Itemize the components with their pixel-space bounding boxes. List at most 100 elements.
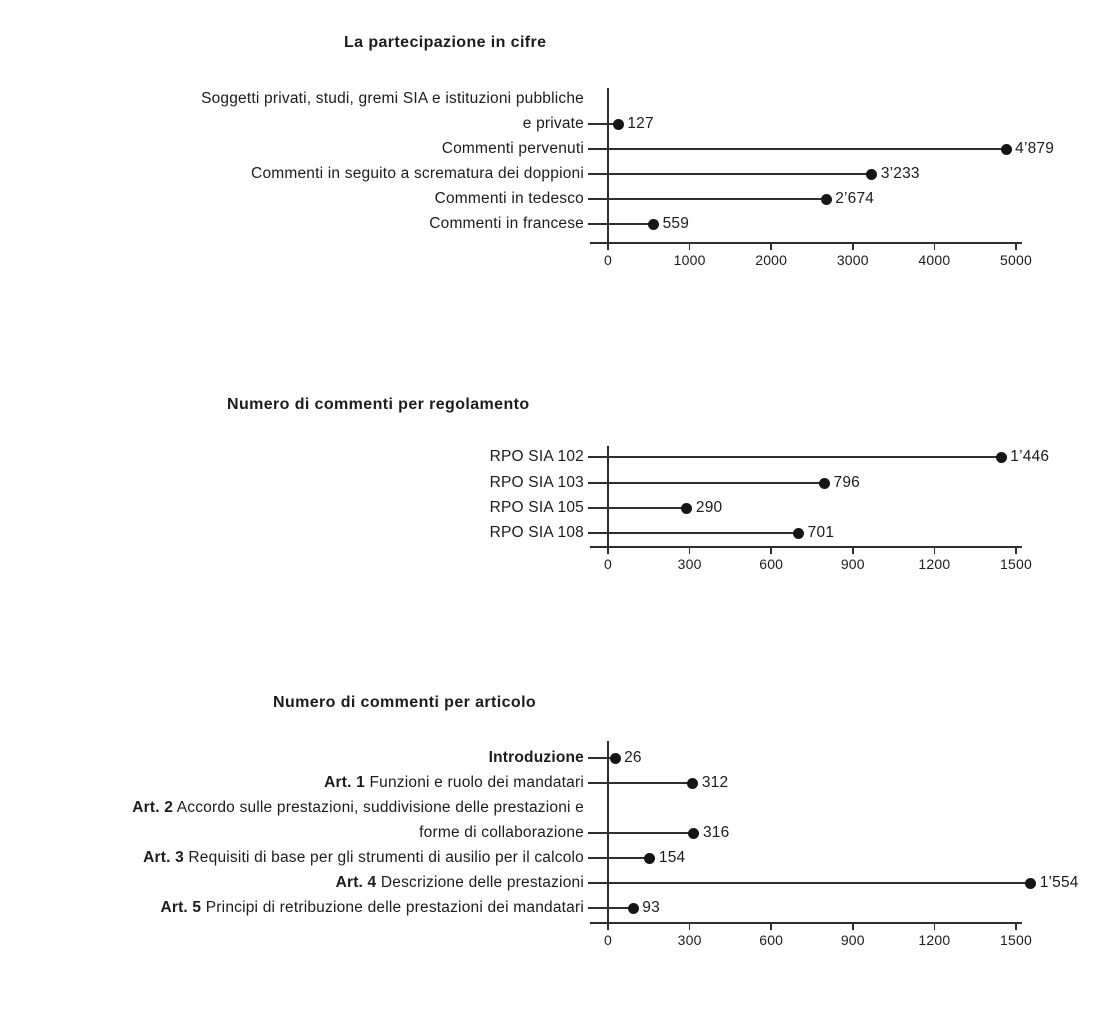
leader-line — [588, 456, 1002, 458]
category-label-text: RPO SIA 103 — [489, 474, 584, 491]
data-point-dot — [995, 451, 1007, 463]
axis-tick — [933, 923, 936, 930]
x-axis-line — [590, 242, 1022, 244]
axis-tick-label: 0 — [604, 252, 612, 268]
leader-line — [588, 832, 694, 834]
axis-tick — [607, 923, 609, 930]
category-label-text: RPO SIA 105 — [489, 499, 584, 516]
data-point-dot — [819, 477, 830, 489]
category-label-text: Art. 2 — [132, 799, 174, 816]
category-label-text: Requisiti di base per gli strumenti di a… — [183, 849, 584, 866]
value-label: 796 — [833, 474, 860, 491]
value-label: 26 — [624, 749, 642, 766]
data-point-dot — [644, 852, 656, 864]
category-label-text: Art. 5 — [160, 899, 202, 916]
data-point-dot — [648, 218, 660, 230]
value-label: 312 — [701, 774, 729, 791]
chart-title: Numero di commenti per regolamento — [227, 396, 530, 413]
axis-tick — [1015, 923, 1017, 930]
axis-tick-label: 5000 — [1000, 252, 1032, 268]
category-label-text: Principi di retribuzione delle prestazio… — [201, 899, 584, 916]
category-label: Art. 4 Descrizione delle prestazioni — [20, 871, 584, 895]
axis-tick-label: 300 — [677, 556, 702, 572]
category-label-text: forme di collaborazione — [419, 824, 584, 841]
category-label-text: e private — [522, 115, 584, 132]
axis-tick — [933, 547, 936, 554]
category-label-text: RPO SIA 108 — [489, 524, 584, 541]
value-label: 701 — [807, 524, 835, 541]
category-label: RPO SIA 103 — [20, 471, 584, 495]
leader-line — [588, 148, 1007, 150]
category-label: Commenti in seguito a scrematura dei dop… — [20, 162, 584, 186]
axis-tick — [852, 243, 854, 250]
leader-line — [588, 532, 799, 534]
x-axis-line — [590, 922, 1022, 924]
category-label: Commenti in tedesco — [20, 187, 584, 211]
data-point-dot — [609, 752, 621, 764]
category-label-text: Soggetti privati, studi, gremi SIA e ist… — [201, 90, 584, 107]
axis-tick — [770, 243, 772, 250]
value-label: 1’554 — [1039, 874, 1079, 891]
axis-tick — [607, 243, 609, 250]
axis-tick-label: 900 — [840, 932, 865, 948]
data-point-dot — [1025, 877, 1037, 889]
axis-tick — [688, 547, 691, 554]
category-label: Commenti pervenuti — [20, 137, 584, 161]
category-label-text: Introduzione — [488, 749, 584, 766]
leader-line — [588, 198, 827, 200]
value-label: 3’233 — [880, 165, 920, 182]
value-label: 559 — [662, 215, 690, 232]
axis-tick-label: 0 — [604, 932, 612, 948]
leader-line — [588, 857, 650, 859]
chart-title: La partecipazione in cifre — [344, 34, 547, 51]
category-label: forme di collaborazione — [20, 821, 584, 845]
category-label-text: Funzioni e ruolo dei mandatari — [364, 774, 584, 791]
axis-tick-label: 1500 — [1000, 932, 1032, 948]
category-label-text: Accordo sulle prestazioni, suddivisione … — [173, 799, 584, 816]
leader-line — [588, 223, 654, 225]
axis-tick-label: 1200 — [918, 932, 951, 948]
data-point-dot — [1000, 143, 1012, 155]
category-label-text: Art. 3 — [143, 849, 184, 866]
leader-line — [588, 173, 872, 175]
axis-tick-label: 3000 — [836, 252, 869, 268]
axis-tick — [607, 547, 609, 554]
axis-tick-label: 4000 — [918, 252, 951, 268]
data-point-dot — [688, 827, 700, 839]
category-label: Art. 1 Funzioni e ruolo dei mandatari — [20, 771, 584, 795]
value-label: 290 — [695, 499, 723, 516]
axis-tick-label: 1000 — [673, 252, 706, 268]
data-point-dot — [687, 777, 699, 789]
data-point-dot — [866, 168, 878, 180]
leader-line — [588, 782, 693, 784]
value-label: 2’674 — [835, 190, 875, 207]
category-label-text: Art. 4 — [335, 874, 377, 891]
leader-line — [588, 482, 825, 484]
data-point-dot — [681, 502, 693, 514]
axis-tick — [933, 243, 936, 250]
category-label-text: RPO SIA 102 — [489, 448, 584, 465]
category-label: RPO SIA 105 — [20, 496, 584, 520]
category-label: RPO SIA 102 — [20, 445, 584, 469]
axis-tick — [688, 243, 691, 250]
axis-tick — [1015, 243, 1017, 250]
y-axis-line — [607, 741, 609, 923]
category-label-text: Commenti pervenuti — [441, 140, 584, 157]
y-axis-line — [607, 446, 609, 547]
category-label: RPO SIA 108 — [20, 521, 584, 545]
category-label: Commenti in francese — [20, 212, 584, 236]
axis-tick-label: 600 — [759, 932, 784, 948]
y-axis-line — [607, 88, 609, 243]
value-label: 4’879 — [1015, 140, 1055, 157]
axis-tick-label: 900 — [840, 556, 865, 572]
axis-tick — [688, 923, 691, 930]
axis-tick — [770, 547, 772, 554]
category-label-text: Commenti in tedesco — [434, 190, 584, 207]
data-point-dot — [793, 527, 805, 539]
leader-line — [588, 507, 687, 509]
category-label-text: Commenti in seguito a scrematura dei dop… — [251, 165, 584, 182]
data-point-dot — [627, 902, 639, 914]
axis-tick-label: 0 — [604, 556, 612, 572]
chart-title: Numero di commenti per articolo — [273, 694, 537, 711]
category-label-text: Descrizione delle prestazioni — [376, 874, 584, 891]
